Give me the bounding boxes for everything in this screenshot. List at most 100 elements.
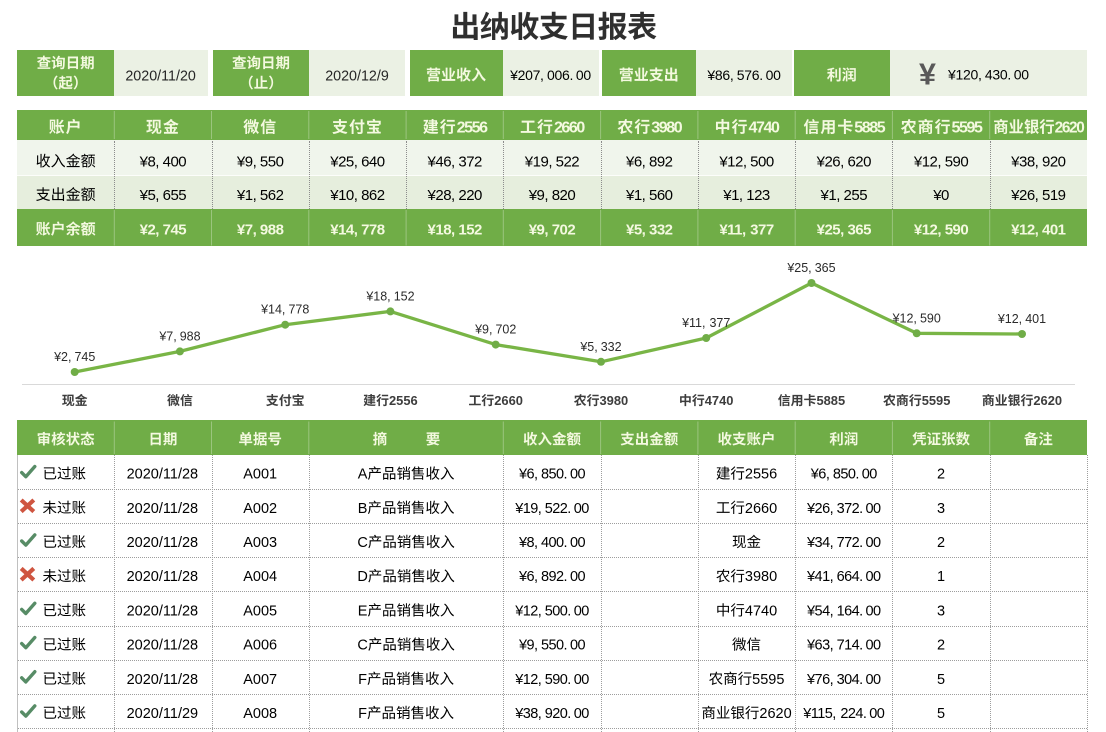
svg-text:¥6,: ¥6, xyxy=(810,467,830,483)
svg-text:¥86,: ¥86, xyxy=(706,67,733,83)
svg-text:2620: 2620 xyxy=(1033,393,1062,408)
svg-text:A004: A004 xyxy=(243,569,277,585)
svg-text:¥10,: ¥10, xyxy=(329,187,357,204)
svg-text:00: 00 xyxy=(866,672,882,688)
svg-text:920: 920 xyxy=(1042,153,1066,170)
svg-text:¥26,: ¥26, xyxy=(816,153,844,170)
svg-text:F: F xyxy=(358,672,367,688)
svg-text:820: 820 xyxy=(552,187,576,204)
svg-text:332: 332 xyxy=(649,221,673,238)
svg-text:2020/11/28: 2020/11/28 xyxy=(127,467,198,483)
svg-text:¥: ¥ xyxy=(919,58,936,92)
svg-text:¥38,: ¥38, xyxy=(1010,153,1038,170)
svg-text:00: 00 xyxy=(866,535,882,551)
svg-text:401: 401 xyxy=(1025,312,1046,326)
svg-text:¥9,: ¥9, xyxy=(529,221,549,238)
svg-text:¥7,: ¥7, xyxy=(158,329,176,343)
svg-text:¥34,: ¥34, xyxy=(806,535,833,551)
svg-text:2020/11/20: 2020/11/20 xyxy=(125,68,196,84)
svg-text:00: 00 xyxy=(570,535,586,551)
svg-text:5595: 5595 xyxy=(952,120,983,137)
svg-text:00: 00 xyxy=(570,467,586,483)
svg-text:2660: 2660 xyxy=(494,393,523,408)
svg-text:152: 152 xyxy=(394,289,415,303)
svg-text:220: 220 xyxy=(458,187,482,204)
svg-text:4740: 4740 xyxy=(705,393,734,408)
svg-text:¥2,: ¥2, xyxy=(140,221,160,238)
svg-text:3: 3 xyxy=(937,501,945,517)
svg-text:¥7,: ¥7, xyxy=(237,221,257,238)
svg-text:¥2,: ¥2, xyxy=(53,350,71,364)
svg-text:¥18,: ¥18, xyxy=(428,221,456,238)
svg-text:522.: 522. xyxy=(545,501,571,517)
svg-text:560: 560 xyxy=(649,187,673,204)
svg-text:¥25,: ¥25, xyxy=(329,153,357,170)
svg-text:¥25,: ¥25, xyxy=(817,221,845,238)
svg-text:00: 00 xyxy=(574,501,590,517)
svg-text:745: 745 xyxy=(163,221,187,238)
svg-text:00: 00 xyxy=(574,706,590,722)
svg-text:850.: 850. xyxy=(833,467,859,483)
svg-text:620: 620 xyxy=(847,153,871,170)
svg-text:¥6,: ¥6, xyxy=(518,467,538,483)
svg-text:¥14,: ¥14, xyxy=(260,303,285,317)
svg-text:2556: 2556 xyxy=(457,120,488,137)
svg-text:00: 00 xyxy=(1014,67,1029,83)
svg-text:655: 655 xyxy=(163,187,187,204)
svg-text:¥19,: ¥19, xyxy=(524,153,552,170)
svg-text:00: 00 xyxy=(766,67,781,83)
svg-text:377: 377 xyxy=(709,316,730,330)
svg-text:5: 5 xyxy=(937,672,945,688)
svg-text:862: 862 xyxy=(361,187,385,204)
svg-text:¥115,: ¥115, xyxy=(802,706,835,722)
svg-text:¥46,: ¥46, xyxy=(427,153,455,170)
svg-text:5595: 5595 xyxy=(752,672,784,688)
svg-text:¥26,: ¥26, xyxy=(1010,187,1038,204)
svg-text:B: B xyxy=(358,501,368,517)
svg-text:5885: 5885 xyxy=(854,120,885,137)
svg-text:2660: 2660 xyxy=(745,501,777,517)
svg-text:¥12,: ¥12, xyxy=(914,221,942,238)
svg-text:¥9,: ¥9, xyxy=(518,638,538,654)
svg-text:4740: 4740 xyxy=(745,603,777,619)
svg-text:A008: A008 xyxy=(243,706,277,722)
svg-text:500: 500 xyxy=(750,153,774,170)
svg-text:¥63,: ¥63, xyxy=(806,638,833,654)
svg-text:892.: 892. xyxy=(541,569,567,585)
svg-text:¥1,: ¥1, xyxy=(236,187,256,204)
svg-text:640: 640 xyxy=(361,153,385,170)
svg-text:714.: 714. xyxy=(837,638,863,654)
svg-text:¥8,: ¥8, xyxy=(139,153,159,170)
svg-text:2660: 2660 xyxy=(554,120,585,137)
svg-text:2020/11/28: 2020/11/28 xyxy=(127,535,198,551)
svg-text:772.: 772. xyxy=(837,535,863,551)
svg-text:006.: 006. xyxy=(547,67,573,83)
svg-text:¥120,: ¥120, xyxy=(947,67,982,83)
svg-text:332: 332 xyxy=(601,340,622,354)
svg-text:C: C xyxy=(357,535,367,551)
svg-text:¥38,: ¥38, xyxy=(514,706,541,722)
svg-text:892: 892 xyxy=(649,153,673,170)
svg-text:590.: 590. xyxy=(545,672,571,688)
svg-text:A006: A006 xyxy=(243,638,277,654)
svg-text:590: 590 xyxy=(945,153,969,170)
svg-text:00: 00 xyxy=(869,706,885,722)
svg-text:C: C xyxy=(357,638,367,654)
svg-text:2620: 2620 xyxy=(1055,119,1085,136)
svg-text:¥12,: ¥12, xyxy=(913,153,941,170)
svg-text:2620: 2620 xyxy=(759,706,791,722)
svg-text:2020/11/28: 2020/11/28 xyxy=(127,569,198,585)
svg-text:D: D xyxy=(357,569,367,585)
svg-text:¥6,: ¥6, xyxy=(625,153,645,170)
svg-text:988: 988 xyxy=(260,221,284,238)
svg-text:430.: 430. xyxy=(985,67,1011,83)
svg-text:¥41,: ¥41, xyxy=(806,569,833,585)
svg-text:519: 519 xyxy=(1042,187,1066,204)
svg-text:5885: 5885 xyxy=(816,393,845,408)
svg-text:¥12,: ¥12, xyxy=(718,153,746,170)
svg-text:¥18,: ¥18, xyxy=(365,289,390,303)
svg-text:123: 123 xyxy=(746,187,770,204)
svg-text:¥6,: ¥6, xyxy=(518,569,538,585)
svg-text:¥9,: ¥9, xyxy=(528,187,548,204)
svg-text:2: 2 xyxy=(937,535,945,551)
